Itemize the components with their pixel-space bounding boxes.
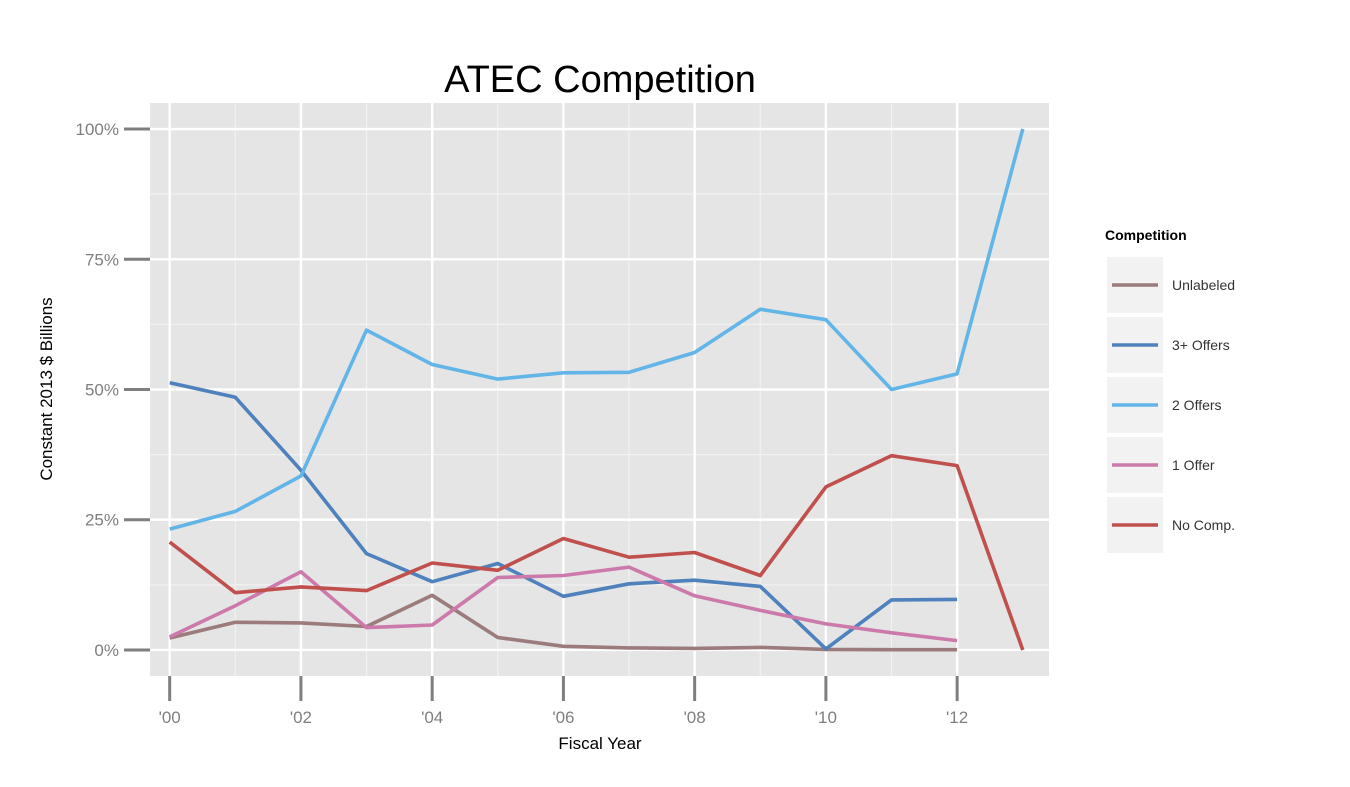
legend-title: Competition: [1105, 227, 1187, 243]
y-tick-label: 25%: [85, 511, 119, 530]
x-tick-label: '02: [290, 708, 312, 727]
legend-label-3-offers: 3+ Offers: [1172, 337, 1230, 353]
x-tick-label: '10: [815, 708, 837, 727]
legend-label-1-offer: 1 Offer: [1172, 457, 1215, 473]
chart-title: ATEC Competition: [444, 59, 756, 101]
y-axis-title: Constant 2013 $ Billions: [37, 297, 56, 480]
x-tick-label: '08: [684, 708, 706, 727]
y-tick-label: 100%: [76, 120, 119, 139]
legend-label-unlabeled: Unlabeled: [1172, 277, 1235, 293]
x-axis-title: Fiscal Year: [558, 734, 641, 753]
y-tick-label: 50%: [85, 381, 119, 400]
series-line-2-offers: [169, 128, 1025, 531]
x-tick-label: '00: [159, 708, 181, 727]
legend: Competition Unlabeled 3+ Offers 2 Offers 1 …: [1105, 227, 1235, 553]
x-tick-label: '12: [946, 708, 968, 727]
series-line-3-offers: [169, 380, 958, 651]
y-tick-label: 0%: [94, 641, 119, 660]
series-line-1-offer: [168, 565, 958, 643]
legend-label-2-offers: 2 Offers: [1172, 397, 1222, 413]
legend-label-no-comp: No Comp.: [1172, 517, 1235, 533]
x-tick-label: '06: [552, 708, 574, 727]
y-tick-label: 75%: [85, 250, 119, 269]
x-tick-label: '04: [421, 708, 443, 727]
series-line-no-comp: [168, 453, 1025, 651]
series-lines: [168, 128, 1025, 652]
axes: 0% 25% 50% 75% 100% '00 '02 '04 '06 '08 '10 '12: [76, 120, 969, 727]
